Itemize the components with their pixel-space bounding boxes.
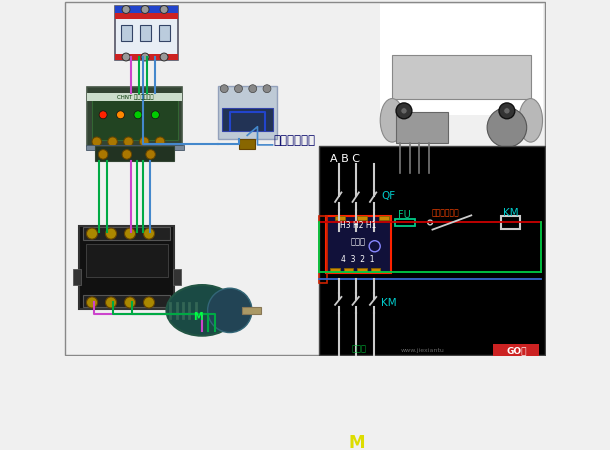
Bar xyxy=(84,227,170,240)
Bar xyxy=(159,25,170,41)
Circle shape xyxy=(249,85,257,93)
Bar xyxy=(87,94,182,101)
Bar xyxy=(357,268,367,272)
Circle shape xyxy=(143,297,154,308)
Bar xyxy=(396,112,448,143)
Circle shape xyxy=(98,150,108,159)
Bar xyxy=(501,216,520,229)
Text: FU: FU xyxy=(398,210,411,220)
Text: 保护器: 保护器 xyxy=(351,237,365,246)
Circle shape xyxy=(487,108,526,147)
Bar xyxy=(357,216,367,220)
Bar xyxy=(92,97,178,140)
Circle shape xyxy=(220,85,228,93)
Circle shape xyxy=(122,150,132,159)
Circle shape xyxy=(160,5,168,14)
Bar xyxy=(493,344,539,356)
Circle shape xyxy=(140,137,149,147)
Text: 接线图: 接线图 xyxy=(351,344,367,353)
Ellipse shape xyxy=(518,99,542,142)
Bar xyxy=(115,6,178,13)
Circle shape xyxy=(146,150,156,159)
Bar xyxy=(335,216,345,220)
Bar xyxy=(239,140,255,149)
Circle shape xyxy=(143,228,154,239)
Bar xyxy=(79,225,174,309)
Bar xyxy=(73,269,81,285)
Bar xyxy=(319,216,327,283)
Text: 气压自动开关: 气压自动开关 xyxy=(273,135,315,148)
Circle shape xyxy=(87,228,98,239)
Bar xyxy=(331,268,340,272)
Text: 气力自动开关: 气力自动开关 xyxy=(432,208,460,217)
Bar xyxy=(85,244,168,277)
Circle shape xyxy=(234,85,242,93)
Circle shape xyxy=(499,103,515,119)
Text: www.jiexiantu: www.jiexiantu xyxy=(400,348,444,353)
Bar xyxy=(379,216,389,220)
Ellipse shape xyxy=(167,285,238,336)
Bar xyxy=(140,25,151,41)
Circle shape xyxy=(401,108,407,114)
Text: M: M xyxy=(348,434,365,450)
Circle shape xyxy=(504,108,510,114)
Circle shape xyxy=(124,228,135,239)
Bar xyxy=(380,4,542,115)
Circle shape xyxy=(156,137,165,147)
Circle shape xyxy=(124,137,133,147)
Circle shape xyxy=(122,5,130,14)
Bar xyxy=(319,147,545,355)
Bar xyxy=(87,87,182,147)
Ellipse shape xyxy=(380,99,404,142)
Bar xyxy=(392,55,531,99)
Circle shape xyxy=(106,297,117,308)
Bar xyxy=(115,13,178,19)
Circle shape xyxy=(124,297,135,308)
Bar xyxy=(84,295,170,307)
Bar xyxy=(326,216,390,273)
Bar xyxy=(222,108,273,131)
Circle shape xyxy=(141,53,149,61)
Circle shape xyxy=(141,5,149,14)
Circle shape xyxy=(160,53,168,61)
Text: H3 H2 H1: H3 H2 H1 xyxy=(340,221,376,230)
Circle shape xyxy=(99,111,107,119)
Text: A B C: A B C xyxy=(331,154,361,164)
Circle shape xyxy=(92,137,101,147)
Circle shape xyxy=(108,137,117,147)
Circle shape xyxy=(87,297,98,308)
Text: QF: QF xyxy=(381,190,395,201)
Bar xyxy=(95,147,174,161)
Bar xyxy=(371,268,380,272)
Bar xyxy=(121,25,132,41)
Circle shape xyxy=(207,288,252,333)
Circle shape xyxy=(151,111,159,119)
Bar xyxy=(344,268,353,272)
Circle shape xyxy=(263,85,271,93)
Bar xyxy=(115,54,178,60)
Text: 4  3  2  1: 4 3 2 1 xyxy=(342,255,375,264)
Circle shape xyxy=(396,103,412,119)
Circle shape xyxy=(134,111,142,119)
Bar xyxy=(395,219,415,226)
Text: GO到: GO到 xyxy=(506,346,526,355)
Circle shape xyxy=(122,53,130,61)
Text: M: M xyxy=(193,312,203,322)
Bar xyxy=(242,307,262,314)
Circle shape xyxy=(117,111,124,119)
Bar xyxy=(218,86,278,140)
Bar xyxy=(173,269,181,285)
Bar xyxy=(115,6,178,60)
Text: KM: KM xyxy=(381,298,396,308)
Text: CHNT 电动机保护器: CHNT 电动机保护器 xyxy=(117,94,153,100)
Circle shape xyxy=(106,228,117,239)
Bar xyxy=(85,145,184,150)
Text: KM: KM xyxy=(503,208,518,218)
